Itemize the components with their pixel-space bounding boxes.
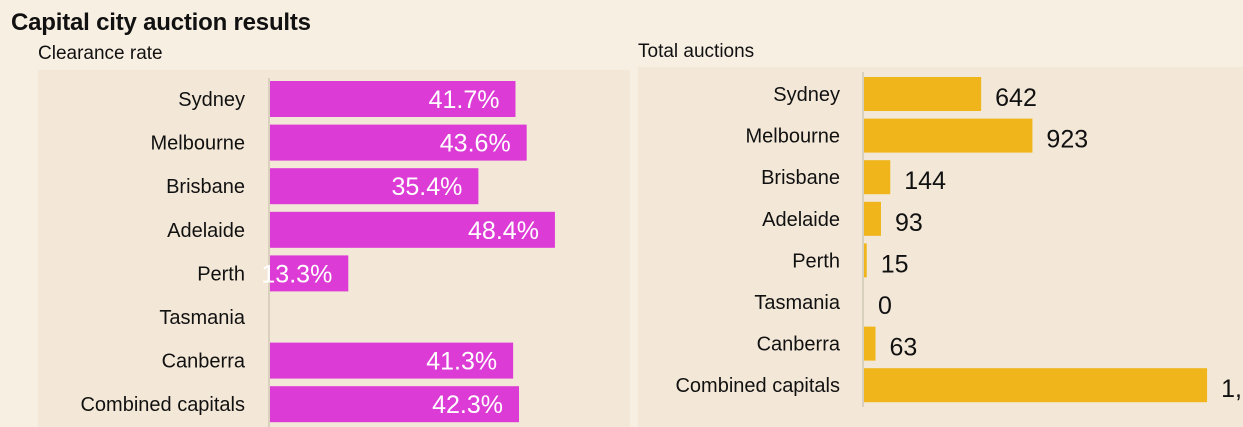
clearance-category-label-tasmania: Tasmania	[159, 307, 245, 329]
auctions-bar-canberra	[864, 326, 876, 361]
clearance-value-label-adelaide: 48.4%	[468, 217, 539, 245]
auctions-value-label-combined-capitals: 1,880	[1221, 375, 1243, 403]
clearance-category-label-brisbane: Brisbane	[166, 176, 245, 198]
clearance-value-label-brisbane: 35.4%	[392, 173, 463, 201]
auctions-category-label-brisbane: Brisbane	[761, 167, 840, 189]
auctions-bar-perth	[864, 243, 867, 278]
clearance-bar-adelaide	[270, 211, 555, 248]
clearance-value-label-canberra: 41.3%	[426, 348, 497, 376]
auctions-bar-sydney	[864, 77, 982, 111]
auctions-category-label-perth: Perth	[792, 250, 840, 272]
clearance-category-label-sydney: Sydney	[178, 89, 245, 111]
auctions-value-label-melbourne: 923	[1046, 126, 1088, 154]
auctions-category-label-combined-capitals: Combined capitals	[675, 375, 840, 397]
clearance-rate-subtitle: Clearance rate	[38, 43, 163, 64]
auctions-bar-combined-capitals	[864, 368, 1208, 403]
clearance-value-label-perth: 13.3%	[261, 260, 332, 288]
total-auctions-subtitle: Total auctions	[638, 41, 755, 62]
auctions-value-label-tasmania: 0	[878, 292, 892, 320]
clearance-category-label-combined-capitals: Combined capitals	[80, 394, 245, 416]
auctions-category-label-canberra: Canberra	[757, 334, 841, 356]
clearance-category-label-perth: Perth	[197, 263, 245, 285]
auctions-bar-melbourne	[864, 118, 1033, 153]
clearance-value-label-combined-capitals: 42.3%	[432, 391, 503, 419]
auctions-value-label-adelaide: 93	[895, 209, 923, 237]
auctions-value-label-perth: 15	[881, 250, 909, 278]
auctions-category-label-tasmania: Tasmania	[754, 292, 840, 314]
auctions-bar-adelaide	[864, 201, 881, 236]
clearance-bar-combined-capitals	[270, 386, 520, 423]
auctions-value-label-canberra: 63	[889, 334, 917, 362]
clearance-category-label-melbourne: Melbourne	[150, 133, 245, 155]
auctions-category-label-adelaide: Adelaide	[762, 209, 840, 231]
clearance-bar-brisbane	[270, 168, 479, 205]
clearance-bar-melbourne	[270, 124, 527, 161]
clearance-value-label-melbourne: 43.6%	[440, 130, 511, 158]
clearance-bar-perth	[270, 255, 349, 292]
clearance-value-label-sydney: 41.7%	[429, 86, 500, 114]
auctions-category-label-melbourne: Melbourne	[745, 126, 840, 148]
page-title: Capital city auction results	[11, 9, 311, 36]
auctions-bar-brisbane	[864, 160, 891, 195]
clearance-bar-canberra	[270, 342, 514, 379]
clearance-category-label-canberra: Canberra	[162, 351, 246, 373]
clearance-bar-sydney	[270, 81, 516, 117]
auctions-category-label-sydney: Sydney	[773, 84, 840, 106]
auctions-value-label-sydney: 642	[995, 84, 1037, 112]
auctions-value-label-brisbane: 144	[904, 167, 946, 195]
clearance-category-label-adelaide: Adelaide	[167, 220, 245, 242]
